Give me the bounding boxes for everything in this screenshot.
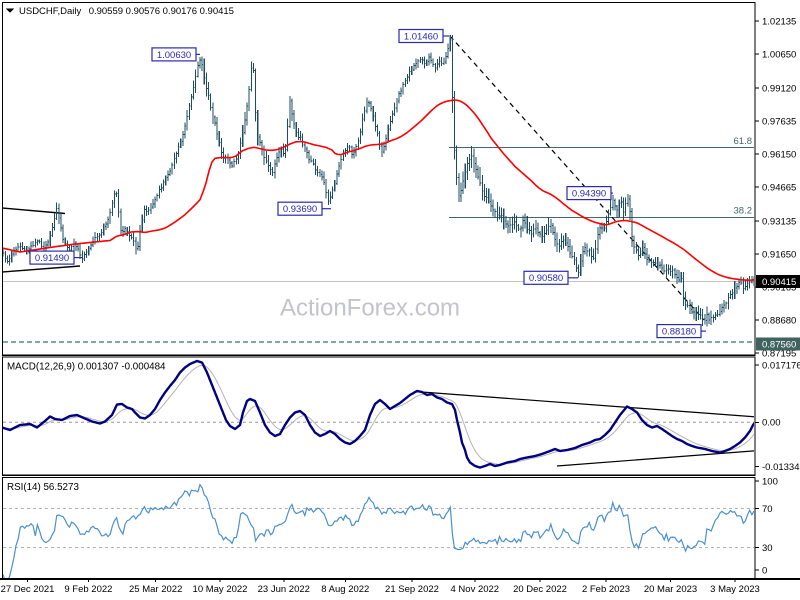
svg-text:0: 0 [762, 565, 767, 576]
svg-text:0.91490: 0.91490 [35, 253, 69, 264]
svg-text:0.97635: 0.97635 [762, 116, 796, 127]
svg-text:0.99120: 0.99120 [762, 83, 796, 94]
svg-text:0.94390: 0.94390 [572, 189, 606, 200]
svg-text:70: 70 [762, 504, 773, 515]
svg-text:0.93690: 0.93690 [283, 204, 317, 215]
svg-text:0.94665: 0.94665 [762, 182, 796, 193]
svg-text:1.02135: 1.02135 [762, 16, 796, 27]
svg-text:MACD(12,26,9) 0.001307 -0.0004: MACD(12,26,9) 0.001307 -0.000484 [7, 362, 166, 373]
svg-text:0.87195: 0.87195 [762, 348, 796, 359]
svg-text:9 Feb 2022: 9 Feb 2022 [64, 584, 112, 595]
svg-text:0.96150: 0.96150 [762, 149, 796, 160]
svg-text:0.90415: 0.90415 [762, 277, 796, 288]
svg-text:8 Aug 2022: 8 Aug 2022 [321, 584, 369, 595]
svg-text:USDCHF,Daily: USDCHF,Daily [19, 6, 82, 17]
svg-text:20 Dec 2022: 20 Dec 2022 [513, 584, 567, 595]
svg-text:4 Nov 2022: 4 Nov 2022 [451, 584, 500, 595]
svg-text:3 May 2023: 3 May 2023 [710, 584, 760, 595]
svg-text:1.00650: 1.00650 [762, 49, 796, 60]
svg-text:0.90559 0.90576 0.90176 0.9041: 0.90559 0.90576 0.90176 0.90415 [89, 6, 234, 17]
svg-text:1.01460: 1.01460 [404, 31, 438, 42]
svg-text:2 Feb 2023: 2 Feb 2023 [582, 584, 630, 595]
svg-text:0.91650: 0.91650 [762, 249, 796, 260]
svg-text:38.2: 38.2 [734, 205, 753, 216]
svg-text:0.017176: 0.017176 [762, 360, 800, 371]
svg-text:100: 100 [762, 476, 778, 487]
svg-text:0.90580: 0.90580 [529, 273, 563, 284]
svg-text:23 Jun 2022: 23 Jun 2022 [258, 584, 310, 595]
svg-text:0.88680: 0.88680 [762, 315, 796, 326]
svg-text:25 Mar 2022: 25 Mar 2022 [129, 584, 182, 595]
svg-text:10 May 2022: 10 May 2022 [193, 584, 248, 595]
svg-text:21 Sep 2022: 21 Sep 2022 [385, 584, 439, 595]
svg-text:1.00630: 1.00630 [157, 50, 191, 61]
svg-text:0.00: 0.00 [762, 418, 781, 429]
svg-text:0.88180: 0.88180 [662, 327, 696, 338]
svg-text:-0.01334: -0.01334 [762, 462, 800, 473]
svg-text:0.93135: 0.93135 [762, 216, 796, 227]
svg-text:RSI(14) 56.5273: RSI(14) 56.5273 [7, 482, 79, 493]
svg-text:20 Mar 2023: 20 Mar 2023 [644, 584, 697, 595]
svg-text:ActionForex.com: ActionForex.com [280, 295, 460, 322]
svg-text:0.87560: 0.87560 [762, 339, 796, 350]
svg-text:30: 30 [762, 543, 773, 554]
svg-text:27 Dec 2021: 27 Dec 2021 [1, 584, 55, 595]
svg-text:61.8: 61.8 [734, 136, 753, 147]
